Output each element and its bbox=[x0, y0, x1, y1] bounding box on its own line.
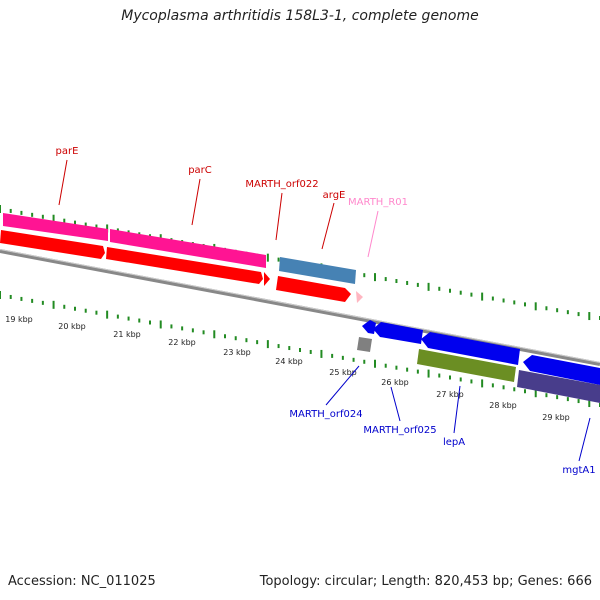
feature-label-mgta1: mgtA1 bbox=[562, 465, 595, 476]
feature-label-marth-orf022: MARTH_orf022 bbox=[245, 179, 318, 190]
scale-label: 23 kbp bbox=[223, 348, 251, 357]
feature-label-marth-orf022-leader bbox=[275, 192, 283, 241]
scale-label: 21 kbp bbox=[113, 330, 141, 339]
scale-label: 20 kbp bbox=[58, 322, 86, 331]
feature-label-lepa: lepA bbox=[443, 437, 465, 448]
feature-label-parc-leader bbox=[191, 178, 201, 226]
scale-label: 24 kbp bbox=[275, 357, 303, 366]
gene-feature-lepA bbox=[417, 349, 516, 382]
scale-label: 28 kbp bbox=[489, 401, 517, 410]
cds-feature-parC bbox=[106, 247, 263, 284]
feature-label-marth-orf025: MARTH_orf025 bbox=[363, 425, 436, 436]
cds-feature-orf025 bbox=[373, 322, 423, 344]
rna-feature-R01 bbox=[356, 291, 363, 303]
scale-label: 19 kbp bbox=[5, 315, 33, 324]
genome-backbone bbox=[0, 249, 600, 366]
feature-label-pare: parE bbox=[56, 146, 79, 157]
cds-feature-mgtA1 bbox=[523, 355, 600, 385]
cds-feature-orf024 bbox=[362, 320, 376, 334]
feature-label-arge-leader bbox=[321, 202, 335, 250]
feature-label-marth-r01: MARTH_R01 bbox=[348, 197, 408, 208]
scale-label: 29 kbp bbox=[542, 413, 570, 422]
gene-feature-parC bbox=[110, 229, 266, 268]
feature-label-arge: argE bbox=[323, 190, 346, 201]
feature-label-marth-r01-leader bbox=[367, 210, 379, 258]
gene-feature-mgtA1 bbox=[517, 370, 600, 403]
cds-feature-parE bbox=[0, 230, 105, 259]
feature-label-parc: parC bbox=[188, 165, 212, 176]
scale-label: 25 kbp bbox=[329, 368, 357, 377]
feature-label-marth-orf024: MARTH_orf024 bbox=[289, 409, 362, 420]
feature-label-mgta1-leader bbox=[578, 417, 591, 462]
map-title: Mycoplasma arthritidis 158L3-1, complete… bbox=[121, 8, 479, 24]
gene-feature-grey bbox=[357, 337, 372, 352]
feature-label-lepa-leader bbox=[453, 385, 461, 434]
cds-feature-lepA bbox=[421, 332, 520, 365]
scale-labels: 19 kbp 20 kbp 21 kbp 22 kbp 23 kbp 24 kbp 25 k… bbox=[5, 315, 570, 422]
scale-label: 26 kbp bbox=[381, 378, 409, 387]
cds-feature-argE bbox=[276, 276, 351, 302]
gene-feature-orf022 bbox=[279, 257, 356, 284]
feature-label-marth-orf025-leader bbox=[390, 386, 401, 422]
feature-label-pare-leader bbox=[58, 159, 68, 206]
cds-feature-orf022 bbox=[264, 272, 270, 286]
genome-summary-label: Topology: circular; Length: 820,453 bp; … bbox=[259, 574, 592, 589]
scale-label: 27 kbp bbox=[436, 390, 464, 399]
accession-label: Accession: NC_011025 bbox=[8, 574, 156, 589]
tick-row-lower bbox=[0, 291, 600, 408]
gene-feature-parE bbox=[3, 213, 108, 241]
scale-label: 22 kbp bbox=[168, 338, 196, 347]
feature-label-marth-orf024-leader bbox=[325, 365, 360, 406]
